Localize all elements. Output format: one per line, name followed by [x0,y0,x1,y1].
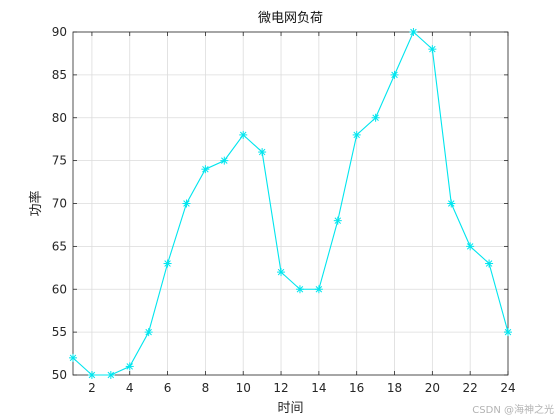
y-tick-label: 60 [52,282,67,296]
data-point-marker [220,156,229,165]
data-point-marker [428,45,437,54]
grid [73,31,509,376]
data-point-marker [371,113,380,122]
y-tick-label: 55 [52,325,67,339]
x-tick-label: 6 [164,381,172,395]
x-tick-label: 14 [311,381,326,395]
data-point-marker [504,328,512,337]
x-tick-label: 18 [387,381,402,395]
y-tick-label: 80 [52,111,67,125]
series-group [69,28,512,379]
x-tick-label: 22 [463,381,478,395]
y-tick-label: 50 [52,368,67,382]
data-point-marker [352,130,361,139]
data-point-marker [69,353,77,362]
data-point-marker [87,371,96,379]
data-point-marker [144,328,153,337]
data-point-marker [258,148,267,157]
data-point-marker [409,28,418,36]
x-tick-label: 8 [202,381,210,395]
data-point-marker [447,199,456,208]
y-tick-label: 75 [52,154,67,168]
data-point-marker [333,216,342,225]
x-tick-label: 20 [425,381,440,395]
data-point-marker [390,70,399,79]
data-point-marker [295,285,304,294]
x-tick-label: 24 [500,381,515,395]
data-point-marker [239,130,248,139]
x-axis-label: 时间 [277,401,303,416]
x-tick-label: 16 [349,381,364,395]
series-line [72,31,509,376]
data-point-marker [201,165,210,174]
data-point-marker [163,259,172,268]
data-point-marker [182,199,191,208]
y-tick-label: 70 [52,197,67,211]
data-point-marker [106,371,115,379]
data-point-marker [466,242,475,251]
data-point-marker [277,268,286,277]
x-tick-label: 10 [236,381,251,395]
data-point-marker [485,259,494,268]
x-tick-label: 4 [126,381,134,395]
y-tick-label: 85 [52,68,67,82]
chart-title: 微电网负荷 [258,11,323,26]
data-point-marker [314,285,323,294]
y-tick-label: 90 [52,25,67,39]
x-tick-label: 2 [88,381,96,395]
data-point-marker [125,362,134,371]
y-axis-label: 功率 [28,190,44,216]
x-tick-label: 12 [273,381,288,395]
watermark: CSDN @海神之光 [472,403,554,416]
y-tick-label: 65 [52,239,67,253]
